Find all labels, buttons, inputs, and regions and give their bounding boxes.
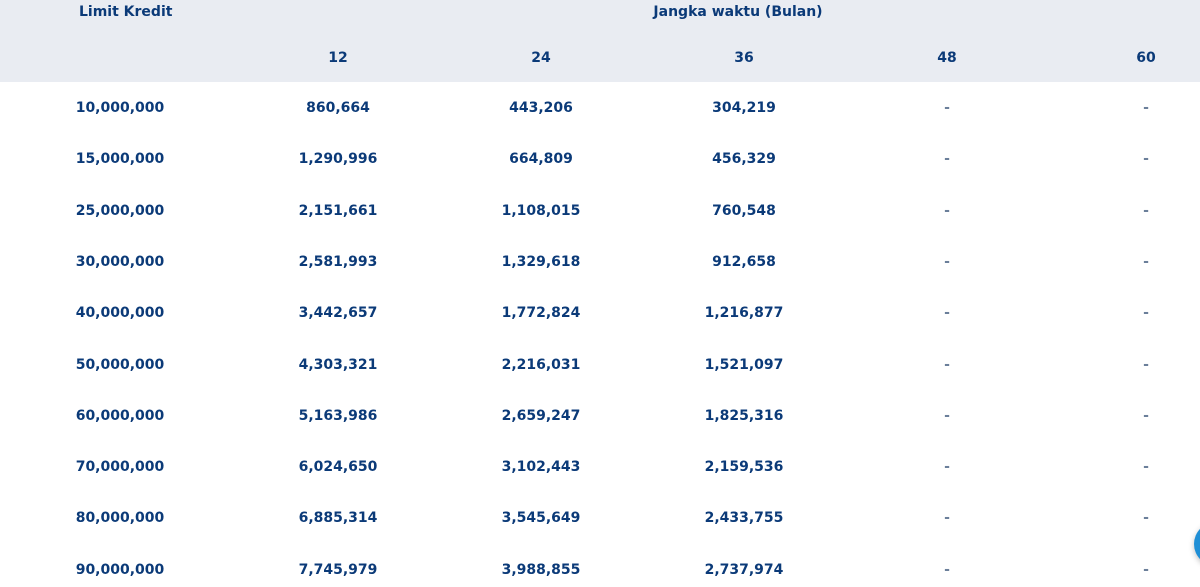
table-row: 30,000,000 2,581,993 1,329,618 912,658 - - — [0, 253, 1200, 304]
installment-48-cell: - — [944, 202, 950, 219]
installment-24-cell: 2,659,247 — [501, 407, 581, 424]
installment-60-cell: - — [1143, 202, 1149, 219]
installment-60-cell: - — [1143, 561, 1149, 578]
installment-48-cell: - — [944, 100, 950, 116]
installment-36-cell: 912,658 — [712, 253, 776, 270]
limit-value-cell: 40,000,000 — [75, 305, 165, 322]
table-row: 80,000,000 6,885,314 3,545,649 2,433,755 - - — [0, 509, 1200, 560]
installment-12-cell: 4,303,321 — [298, 356, 378, 373]
limit-value-cell: 25,000,000 — [75, 202, 165, 219]
installment-60-cell: - — [1143, 100, 1149, 116]
installment-24-cell: 664,809 — [509, 151, 573, 168]
table-row: 25,000,000 2,151,661 1,108,015 760,548 - - — [0, 202, 1200, 253]
installment-36-cell: 2,159,536 — [704, 459, 784, 476]
table-header: Limit Kredit Jangka waktu (Bulan) 12 24 … — [0, 0, 1200, 82]
limit-value-cell: 80,000,000 — [75, 510, 165, 527]
installment-24-cell: 3,545,649 — [501, 510, 581, 527]
installment-60-cell: - — [1143, 305, 1149, 322]
installment-12-cell: 6,024,650 — [298, 459, 378, 476]
installment-60-cell: - — [1143, 253, 1149, 270]
table-row: 70,000,000 6,024,650 3,102,443 2,159,536 - - — [0, 458, 1200, 509]
limit-value-cell: 10,000,000 — [75, 100, 165, 116]
limit-kredit-header: Limit Kredit — [79, 4, 173, 20]
installment-48-cell: - — [944, 459, 950, 476]
installment-24-cell: 1,108,015 — [501, 202, 581, 219]
installment-60-cell: - — [1143, 356, 1149, 373]
term-60-header: 60 — [1136, 50, 1156, 66]
installment-36-cell: 1,825,316 — [704, 407, 784, 424]
limit-value-cell: 90,000,000 — [75, 561, 165, 578]
installment-12-cell: 2,581,993 — [298, 253, 378, 270]
installment-12-cell: 2,151,661 — [298, 202, 378, 219]
installment-12-cell: 6,885,314 — [298, 510, 378, 527]
installment-24-cell: 3,102,443 — [501, 459, 581, 476]
term-12-header: 12 — [328, 50, 348, 66]
installment-12-cell: 3,442,657 — [298, 305, 378, 322]
installment-48-cell: - — [944, 151, 950, 168]
term-group-header: Jangka waktu (Bulan) — [653, 4, 823, 20]
installment-48-cell: - — [944, 561, 950, 578]
installment-12-cell: 860,664 — [306, 100, 370, 116]
limit-value-cell: 15,000,000 — [75, 151, 165, 168]
installment-12-cell: 7,745,979 — [298, 561, 378, 578]
term-36-header: 36 — [734, 50, 754, 66]
installment-48-cell: - — [944, 356, 950, 373]
installment-24-cell: 2,216,031 — [501, 356, 581, 373]
table-row: 50,000,000 4,303,321 2,216,031 1,521,097 - - — [0, 356, 1200, 407]
installment-48-cell: - — [944, 253, 950, 270]
installment-36-cell: 1,521,097 — [704, 356, 784, 373]
installment-24-cell: 1,329,618 — [501, 253, 581, 270]
table-row: 40,000,000 3,442,657 1,772,824 1,216,877 - - — [0, 304, 1200, 355]
installment-36-cell: 760,548 — [712, 202, 776, 219]
floating-action-button[interactable] — [1194, 522, 1200, 566]
installment-36-cell: 1,216,877 — [704, 305, 784, 322]
installment-36-cell: 2,433,755 — [704, 510, 784, 527]
installment-48-cell: - — [944, 510, 950, 527]
installment-60-cell: - — [1143, 510, 1149, 527]
installment-60-cell: - — [1143, 151, 1149, 168]
table-row: 90,000,000 7,745,979 3,988,855 2,737,974 - - — [0, 561, 1200, 587]
installment-24-cell: 3,988,855 — [501, 561, 581, 578]
term-24-header: 24 — [531, 50, 551, 66]
limit-value-cell: 30,000,000 — [75, 253, 165, 270]
term-48-header: 48 — [937, 50, 957, 66]
installment-60-cell: - — [1143, 459, 1149, 476]
installment-36-cell: 2,737,974 — [704, 561, 784, 578]
installment-12-cell: 1,290,996 — [298, 151, 378, 168]
limit-value-cell: 60,000,000 — [75, 407, 165, 424]
installment-36-cell: 304,219 — [712, 100, 776, 116]
installment-36-cell: 456,329 — [712, 151, 776, 168]
table-row: 10,000,000 860,664 443,206 304,219 - - — [0, 99, 1200, 150]
limit-value-cell: 70,000,000 — [75, 459, 165, 476]
installment-12-cell: 5,163,986 — [298, 407, 378, 424]
installment-24-cell: 1,772,824 — [501, 305, 581, 322]
installment-48-cell: - — [944, 305, 950, 322]
installment-60-cell: - — [1143, 407, 1149, 424]
installment-48-cell: - — [944, 407, 950, 424]
installment-24-cell: 443,206 — [509, 100, 573, 116]
table-row: 15,000,000 1,290,996 664,809 456,329 - - — [0, 150, 1200, 201]
table-row: 60,000,000 5,163,986 2,659,247 1,825,316 - - — [0, 407, 1200, 458]
limit-value-cell: 50,000,000 — [75, 356, 165, 373]
